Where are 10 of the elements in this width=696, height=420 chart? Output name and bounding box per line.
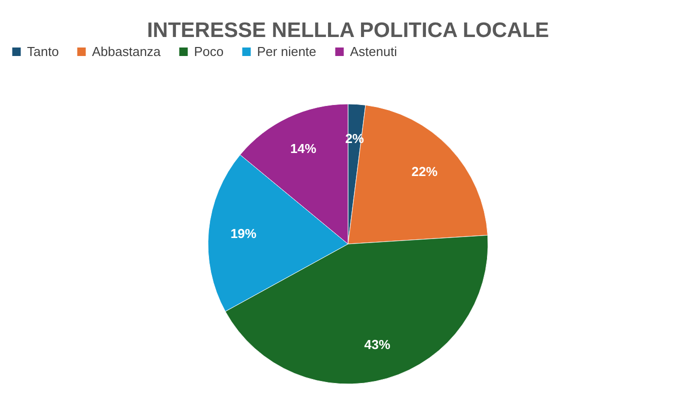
data-label: 22%	[412, 164, 438, 180]
legend-label: Per niente	[257, 44, 316, 59]
chart-title: INTERESSE NELLLA POLITICA LOCALE	[146, 19, 550, 42]
data-label: 14%	[290, 140, 317, 156]
data-label: 19%	[230, 226, 257, 242]
legend-label: Astenuti	[350, 44, 398, 59]
legend-label: Abbastanza	[92, 44, 162, 59]
legend-label: Tanto	[27, 44, 59, 59]
legend-label: Poco	[194, 44, 224, 59]
data-label: 43%	[364, 336, 391, 352]
